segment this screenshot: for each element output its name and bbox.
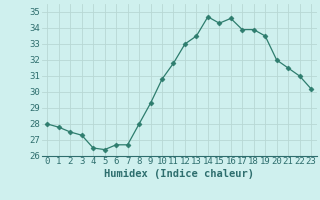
X-axis label: Humidex (Indice chaleur): Humidex (Indice chaleur) <box>104 169 254 179</box>
